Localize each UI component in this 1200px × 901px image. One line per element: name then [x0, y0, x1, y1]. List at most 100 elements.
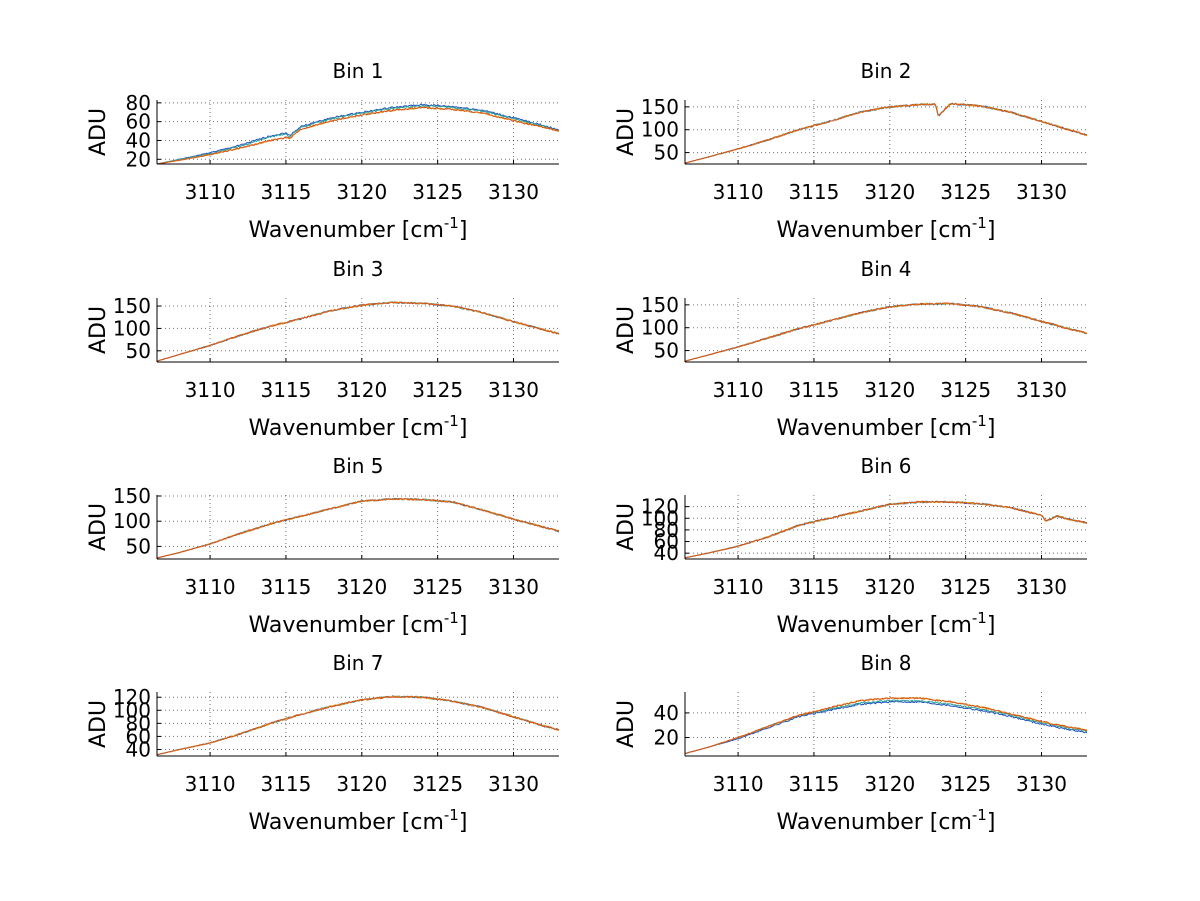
y-tick-label: 60 [126, 110, 151, 134]
y-axis-label: ADU [86, 108, 111, 156]
series-line-1 [157, 301, 559, 362]
x-axis-label-superscript: -1 [972, 214, 987, 232]
x-axis-label-suffix: ] [459, 613, 468, 638]
series-line-1 [157, 695, 559, 756]
series-line-3 [157, 497, 559, 559]
x-axis-label-main: Wavenumber [cm [249, 416, 444, 441]
x-axis-label-suffix: ] [987, 218, 996, 243]
series-line-2 [685, 302, 1087, 362]
series-line-4 [157, 695, 559, 756]
x-tick-label: 3115 [260, 378, 311, 402]
x-tick-label: 3125 [940, 772, 991, 796]
subplot-title: Bin 1 [332, 59, 383, 83]
y-tick-label: 100 [113, 509, 151, 533]
subplot-bin-6: Bin 6 3110 3115 3120 3125 3130 406080100120ADU… [614, 454, 1087, 638]
x-tick-label: 3130 [1016, 180, 1067, 204]
x-tick-label: 3125 [412, 180, 463, 204]
x-tick-label: 3125 [412, 575, 463, 599]
x-axis-label-suffix: ] [459, 416, 468, 441]
x-tick-label: 3120 [864, 378, 915, 402]
y-axis-label: ADU [86, 306, 111, 354]
x-tick-label: 3130 [1016, 772, 1067, 796]
series-line-1 [157, 497, 559, 559]
x-tick-label: 3120 [336, 575, 387, 599]
x-tick-label: 3130 [488, 180, 539, 204]
x-tick-label: 3110 [185, 575, 236, 599]
x-tick-label: 3115 [788, 378, 839, 402]
x-axis-label-superscript: -1 [444, 214, 459, 232]
x-tick-label: 3120 [336, 772, 387, 796]
y-tick-label: 60 [126, 724, 151, 748]
y-tick-label: 60 [654, 530, 679, 554]
x-axis-label-main: Wavenumber [cm [249, 218, 444, 243]
y-tick-label: 150 [641, 293, 679, 317]
series-line-3 [685, 500, 1087, 559]
x-axis-label-main: Wavenumber [cm [777, 218, 972, 243]
x-axis-label-suffix: ] [987, 810, 996, 835]
series-line-3 [157, 301, 559, 362]
x-tick-label: 3115 [788, 180, 839, 204]
series-line-1 [685, 700, 1087, 755]
x-tick-label: 3120 [864, 575, 915, 599]
x-axis-label-main: Wavenumber [cm [777, 810, 972, 835]
y-tick-label: 50 [654, 339, 679, 363]
x-tick-label: 3115 [260, 772, 311, 796]
series-line-3 [685, 102, 1087, 164]
x-tick-label: 3120 [864, 180, 915, 204]
x-tick-label: 3130 [488, 378, 539, 402]
subplot-title: Bin 6 [860, 454, 911, 478]
subplot-title: Bin 8 [860, 651, 911, 675]
series-line-2 [157, 695, 559, 756]
x-axis-label-main: Wavenumber [cm [777, 613, 972, 638]
x-tick-label: 3110 [713, 180, 764, 204]
series-line-3 [157, 695, 559, 756]
y-tick-label: 150 [113, 294, 151, 318]
y-tick-label: 20 [654, 726, 679, 750]
x-tick-label: 3110 [713, 772, 764, 796]
series-line-4 [685, 696, 1087, 754]
series-line-4 [685, 500, 1087, 559]
y-axis-label: ADU [614, 700, 639, 748]
y-tick-label: 40 [126, 128, 151, 152]
x-axis-label-superscript: -1 [444, 609, 459, 627]
series-line-3 [685, 302, 1087, 362]
x-axis-label-superscript: -1 [972, 609, 987, 627]
series-line-4 [685, 302, 1087, 362]
subplot-title: Bin 4 [860, 257, 911, 281]
subplot-bin-7: Bin 7 3110 3115 3120 3125 3130 406080100120ADU… [86, 651, 559, 835]
x-tick-label: 3110 [185, 772, 236, 796]
y-axis-label: ADU [614, 503, 639, 551]
y-axis-label: ADU [614, 306, 639, 354]
x-axis-label-superscript: -1 [444, 806, 459, 824]
subplot-title: Bin 7 [332, 651, 383, 675]
x-axis-label-main: Wavenumber [cm [249, 613, 444, 638]
y-tick-label: 80 [126, 91, 151, 115]
x-tick-label: 3130 [1016, 378, 1067, 402]
x-tick-label: 3110 [713, 575, 764, 599]
x-axis-label-suffix: ] [459, 810, 468, 835]
x-tick-label: 3120 [864, 772, 915, 796]
y-tick-label: 50 [654, 141, 679, 165]
series-line-2 [685, 699, 1087, 754]
y-tick-label: 150 [641, 95, 679, 119]
series-line-2 [157, 104, 559, 165]
x-axis-label-suffix: ] [459, 218, 468, 243]
x-axis-label-superscript: -1 [972, 412, 987, 430]
x-axis-label: Wavenumber [cm-1] [777, 214, 996, 243]
y-tick-label: 50 [126, 534, 151, 558]
x-axis-label: Wavenumber [cm-1] [777, 412, 996, 441]
x-axis-label-main: Wavenumber [cm [249, 810, 444, 835]
x-tick-label: 3130 [488, 772, 539, 796]
x-tick-label: 3130 [488, 575, 539, 599]
y-tick-label: 100 [641, 316, 679, 340]
y-tick-label: 40 [654, 701, 679, 725]
x-axis-label: Wavenumber [cm-1] [777, 609, 996, 638]
y-tick-label: 100 [113, 698, 151, 722]
y-tick-label: 120 [113, 685, 151, 709]
y-tick-label: 100 [641, 506, 679, 530]
y-tick-label: 40 [126, 737, 151, 761]
